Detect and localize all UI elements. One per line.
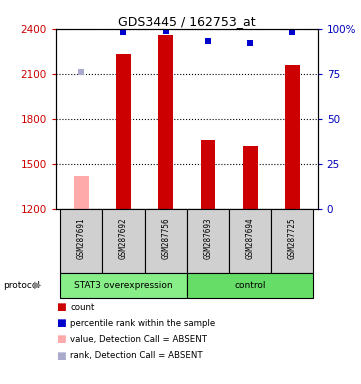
Text: ■: ■ — [56, 334, 66, 344]
Text: rank, Detection Call = ABSENT: rank, Detection Call = ABSENT — [70, 351, 203, 360]
Bar — [201, 140, 215, 209]
Text: STAT3 overexpression: STAT3 overexpression — [74, 281, 173, 290]
Bar — [103, 209, 145, 273]
Text: ■: ■ — [56, 318, 66, 328]
Text: GSM287694: GSM287694 — [245, 217, 255, 258]
Bar — [116, 55, 131, 209]
Title: GDS3445 / 162753_at: GDS3445 / 162753_at — [118, 15, 256, 28]
Bar — [187, 273, 313, 298]
Bar — [243, 146, 257, 209]
Text: ■: ■ — [56, 351, 66, 361]
Text: ▶: ▶ — [34, 280, 42, 290]
Bar — [74, 176, 89, 209]
Text: GSM287725: GSM287725 — [288, 217, 297, 258]
Text: GSM287693: GSM287693 — [204, 217, 212, 258]
Bar — [187, 209, 229, 273]
Bar — [285, 65, 300, 209]
Bar — [229, 209, 271, 273]
Text: control: control — [234, 281, 266, 290]
Text: GSM287691: GSM287691 — [77, 217, 86, 258]
Bar — [60, 273, 187, 298]
Bar — [271, 209, 313, 273]
Bar — [158, 35, 173, 209]
Text: count: count — [70, 303, 95, 312]
Text: percentile rank within the sample: percentile rank within the sample — [70, 319, 216, 328]
Text: ■: ■ — [56, 302, 66, 312]
Bar — [145, 209, 187, 273]
Text: GSM287692: GSM287692 — [119, 217, 128, 258]
Text: value, Detection Call = ABSENT: value, Detection Call = ABSENT — [70, 335, 208, 344]
Text: GSM287756: GSM287756 — [161, 217, 170, 258]
Bar — [60, 209, 103, 273]
Text: protocol: protocol — [4, 281, 40, 290]
